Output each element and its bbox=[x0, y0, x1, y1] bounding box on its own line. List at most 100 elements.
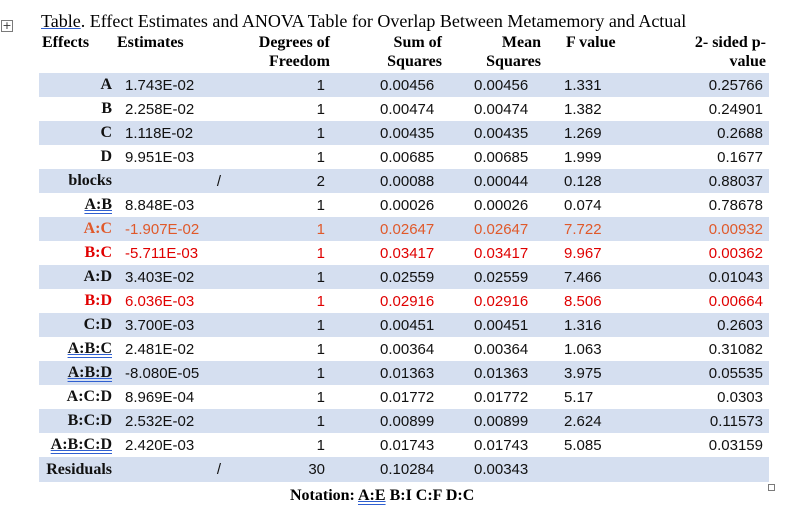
mean-squares-cell: 0.00451 bbox=[474, 316, 529, 334]
p-value-cell: 0.1677 bbox=[717, 148, 763, 166]
table-row: A:B:C 2.481E-02 1 0.00364 0.00364 1.063 … bbox=[39, 337, 769, 361]
table-row: A:D 3.403E-02 1 0.02559 0.02559 7.466 0.… bbox=[39, 265, 769, 289]
notation-ae: A:E bbox=[358, 487, 386, 504]
mean-squares-cell: 0.00026 bbox=[474, 196, 529, 214]
df-cell: 1 bbox=[316, 436, 325, 454]
estimate-cell: 2.481E-02 bbox=[125, 340, 195, 358]
estimate-cell: 9.951E-03 bbox=[125, 148, 195, 166]
estimate-cell: 6.036E-03 bbox=[125, 292, 195, 310]
f-value-cell bbox=[544, 457, 647, 482]
effect-cell: B:D bbox=[84, 292, 112, 309]
df-cell: 1 bbox=[316, 124, 325, 142]
f-value-cell: 8.506 bbox=[564, 292, 602, 310]
caption-text: . Effect Estimates and ANOVA Table for O… bbox=[80, 11, 687, 31]
sum-squares-cell: 0.00456 bbox=[380, 76, 435, 94]
header-sum-of-squares: Sum of Squares bbox=[387, 34, 442, 70]
f-value-cell: 7.466 bbox=[564, 268, 602, 286]
mean-squares-cell: 0.01743 bbox=[474, 436, 529, 454]
estimate-cell: 2.420E-03 bbox=[125, 436, 195, 454]
table-row: A 1.743E-02 1 0.00456 0.00456 1.331 0.25… bbox=[39, 73, 769, 97]
sum-squares-cell: 0.00899 bbox=[380, 412, 435, 430]
table-row: A:B:D -8.080E-05 1 0.01363 0.01363 3.975… bbox=[39, 361, 769, 385]
estimate-cell: 3.403E-02 bbox=[125, 268, 195, 286]
mean-squares-cell: 0.02559 bbox=[474, 268, 529, 286]
table-row: D 9.951E-03 1 0.00685 0.00685 1.999 0.16… bbox=[39, 145, 769, 169]
mean-squares-cell: 0.02647 bbox=[474, 220, 529, 238]
p-value-cell: 0.25766 bbox=[708, 76, 763, 94]
mean-squares-cell: 0.03417 bbox=[474, 244, 529, 262]
header-degrees-of-freedom: Degrees of Freedom bbox=[258, 34, 330, 70]
table-row: B:C:D 2.532E-02 1 0.00899 0.00899 2.624 … bbox=[39, 409, 769, 433]
p-value-cell: 0.78678 bbox=[708, 196, 763, 214]
sum-squares-cell: 0.02559 bbox=[380, 268, 435, 286]
p-value-cell: 0.0303 bbox=[717, 388, 763, 406]
mean-squares-cell: 0.00435 bbox=[474, 124, 529, 142]
estimate-cell: 1.743E-02 bbox=[125, 76, 195, 94]
effect-cell: C:D bbox=[83, 316, 112, 333]
effect-cell: A:B:C:D bbox=[50, 436, 112, 453]
p-value-cell bbox=[647, 457, 769, 482]
sum-squares-cell: 0.03417 bbox=[380, 244, 435, 262]
f-value-cell: 1.269 bbox=[564, 124, 602, 142]
estimate-cell: -5.711E-03 bbox=[125, 244, 199, 262]
effect-cell: Residuals bbox=[46, 460, 112, 478]
p-value-cell: 0.00664 bbox=[708, 292, 763, 310]
f-value-cell: 0.074 bbox=[564, 196, 602, 214]
f-value-cell: 7.722 bbox=[564, 220, 602, 238]
table-row: B 2.258E-02 1 0.00474 0.00474 1.382 0.24… bbox=[39, 97, 769, 121]
f-value-cell: 1.382 bbox=[564, 100, 602, 118]
sum-squares-cell: 0.00451 bbox=[380, 316, 435, 334]
sum-squares-cell: 0.00364 bbox=[380, 340, 435, 358]
p-value-cell: 0.2688 bbox=[717, 124, 763, 142]
estimate-cell: 2.532E-02 bbox=[125, 412, 195, 430]
table-row: A:B:C:D 2.420E-03 1 0.01743 0.01743 5.08… bbox=[39, 433, 769, 457]
p-value-cell: 0.88037 bbox=[708, 172, 763, 190]
mean-squares-cell: 0.01772 bbox=[474, 388, 529, 406]
p-value-cell: 0.11573 bbox=[709, 412, 763, 430]
df-cell: 1 bbox=[316, 76, 325, 94]
estimate-cell: 3.700E-03 bbox=[125, 316, 195, 334]
df-cell: 1 bbox=[316, 196, 325, 214]
table-row: Residuals / 30 0.10284 0.00343 bbox=[39, 457, 769, 482]
f-value-cell: 1.063 bbox=[564, 340, 602, 358]
f-value-cell: 9.967 bbox=[564, 244, 602, 262]
df-cell: 1 bbox=[316, 220, 325, 238]
table-row: blocks / 2 0.00088 0.00044 0.128 0.88037 bbox=[39, 169, 769, 193]
notation-footnote: Notation: A:E B:I C:F D:C bbox=[290, 487, 474, 505]
f-value-cell: 5.085 bbox=[564, 436, 602, 454]
effect-cell: A:C bbox=[83, 220, 112, 237]
df-cell: 1 bbox=[316, 316, 325, 334]
sum-squares-cell: 0.02647 bbox=[380, 220, 435, 238]
header-f-value: F value bbox=[566, 34, 616, 51]
f-value-cell: 1.999 bbox=[564, 148, 602, 166]
header-mean-squares: Mean Squares bbox=[486, 34, 541, 70]
f-value-cell: 5.17 bbox=[564, 388, 594, 406]
header-effects: Effects bbox=[42, 34, 90, 51]
caption-label: Table bbox=[41, 11, 81, 31]
mean-squares-cell: 0.01363 bbox=[474, 364, 529, 382]
estimate-cell: 8.969E-04 bbox=[125, 388, 195, 406]
notation-rest: B:I C:F D:C bbox=[385, 487, 475, 504]
mean-squares-cell: 0.00899 bbox=[474, 412, 529, 430]
mean-squares-cell: 0.00343 bbox=[474, 461, 529, 478]
p-value-cell: 0.00932 bbox=[708, 220, 763, 238]
estimate-cell: 1.118E-02 bbox=[125, 124, 194, 142]
p-value-cell: 0.05535 bbox=[708, 364, 763, 382]
df-cell: 1 bbox=[316, 388, 325, 406]
sum-squares-cell: 0.01363 bbox=[380, 364, 435, 382]
table-resize-handle-icon[interactable] bbox=[768, 484, 775, 491]
df-cell: 30 bbox=[308, 461, 325, 478]
table-move-handle-icon[interactable]: + bbox=[1, 19, 13, 32]
sum-squares-cell: 0.00026 bbox=[380, 196, 435, 214]
effect-cell: A:B bbox=[84, 196, 112, 213]
header-estimates: Estimates bbox=[117, 34, 184, 51]
estimate-cell: 8.848E-03 bbox=[125, 196, 195, 214]
effect-cell: B:C bbox=[84, 244, 112, 261]
mean-squares-cell: 0.00474 bbox=[474, 100, 529, 118]
p-value-cell: 0.24901 bbox=[708, 100, 763, 118]
table-row-significant: B:C -5.711E-03 1 0.03417 0.03417 9.967 0… bbox=[39, 241, 769, 265]
sum-squares-cell: 0.10284 bbox=[380, 461, 435, 478]
effect-cell: A:B:D bbox=[67, 364, 112, 381]
mean-squares-cell: 0.00364 bbox=[474, 340, 529, 358]
header-p-value: 2- sided p-value bbox=[694, 34, 766, 70]
